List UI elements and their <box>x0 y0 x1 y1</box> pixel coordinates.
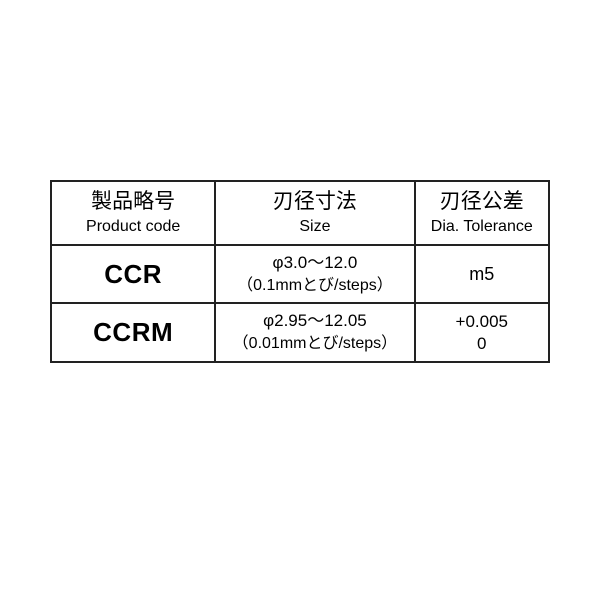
header-product-code: 製品略号 Product code <box>51 181 215 245</box>
header-size-jp: 刃径寸法 <box>220 188 409 216</box>
size-range: φ2.95～12.05 <box>220 310 409 333</box>
header-product-code-jp: 製品略号 <box>56 188 210 216</box>
header-tolerance-jp: 刃径公差 <box>420 188 544 216</box>
cell-size: φ2.95～12.05 （0.01mmとび/steps） <box>215 303 414 362</box>
table-row: CCRM φ2.95～12.05 （0.01mmとび/steps） +0.005… <box>51 303 549 362</box>
cell-tolerance: +0.005 0 <box>415 303 549 362</box>
header-product-code-en: Product code <box>56 216 210 238</box>
tolerance-value: m5 <box>420 262 544 286</box>
cell-product-code: CCR <box>51 245 215 304</box>
product-code-value: CCRM <box>93 317 173 347</box>
cell-product-code: CCRM <box>51 303 215 362</box>
table-header-row: 製品略号 Product code 刃径寸法 Size 刃径公差 Dia. To… <box>51 181 549 245</box>
header-size-en: Size <box>220 216 409 238</box>
cell-tolerance: m5 <box>415 245 549 304</box>
header-tolerance-en: Dia. Tolerance <box>420 216 544 238</box>
size-step: （0.1mmとび/steps） <box>220 275 409 297</box>
product-spec-table-container: 製品略号 Product code 刃径寸法 Size 刃径公差 Dia. To… <box>50 180 550 363</box>
size-step: （0.01mmとび/steps） <box>220 333 409 355</box>
table-row: CCR φ3.0～12.0 （0.1mmとび/steps） m5 <box>51 245 549 304</box>
cell-size: φ3.0～12.0 （0.1mmとび/steps） <box>215 245 414 304</box>
size-range: φ3.0～12.0 <box>220 252 409 275</box>
header-size: 刃径寸法 Size <box>215 181 414 245</box>
tolerance-lower: 0 <box>420 333 544 354</box>
product-code-value: CCR <box>104 259 162 289</box>
header-tolerance: 刃径公差 Dia. Tolerance <box>415 181 549 245</box>
tolerance-upper: +0.005 <box>420 311 544 332</box>
product-spec-table: 製品略号 Product code 刃径寸法 Size 刃径公差 Dia. To… <box>50 180 550 363</box>
